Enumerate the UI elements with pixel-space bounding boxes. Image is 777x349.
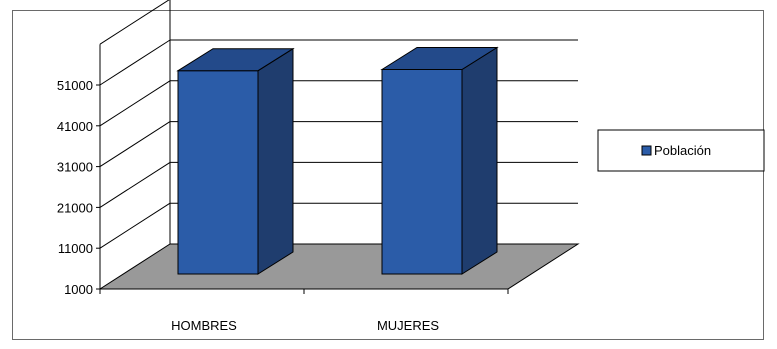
gridline-diagonal [99, 80, 171, 127]
grid-layer [99, 0, 578, 249]
bar-top [380, 46, 499, 70]
floor-layer [98, 243, 580, 290]
legend-label-poblacion: Población [654, 143, 711, 158]
chart-floor [98, 243, 580, 290]
y-tick-label: 21000 [57, 200, 93, 215]
x-category-label: HOMBRES [171, 318, 237, 333]
bar-side [461, 46, 498, 275]
bar-top [176, 48, 295, 72]
gridline-diagonal [99, 39, 171, 86]
y-tick-label: 51000 [57, 78, 93, 93]
bar [176, 47, 295, 275]
gridline-diagonal [99, 202, 171, 249]
x-category-label: MUJERES [377, 318, 439, 333]
gridline-diagonal [99, 161, 171, 208]
y-tick-label: 11000 [58, 241, 93, 256]
axis-layer: 1000 11000 21000 31000 41000 51000 HOMBRES MUJE… [57, 0, 509, 333]
bars-layer [176, 46, 499, 275]
legend: Población [597, 129, 765, 172]
bar-side [257, 47, 294, 275]
gridline-diagonal [99, 121, 171, 168]
y-tick-label: 31000 [57, 160, 93, 175]
bar-front [381, 68, 463, 275]
bar [380, 46, 499, 275]
legend-box [597, 129, 765, 172]
bar-front [177, 70, 259, 275]
gridline-diagonal [99, 0, 170, 45]
legend-swatch [641, 145, 652, 156]
y-tick-label: 41000 [57, 119, 93, 134]
y-tick-label: 1000 [64, 282, 93, 297]
